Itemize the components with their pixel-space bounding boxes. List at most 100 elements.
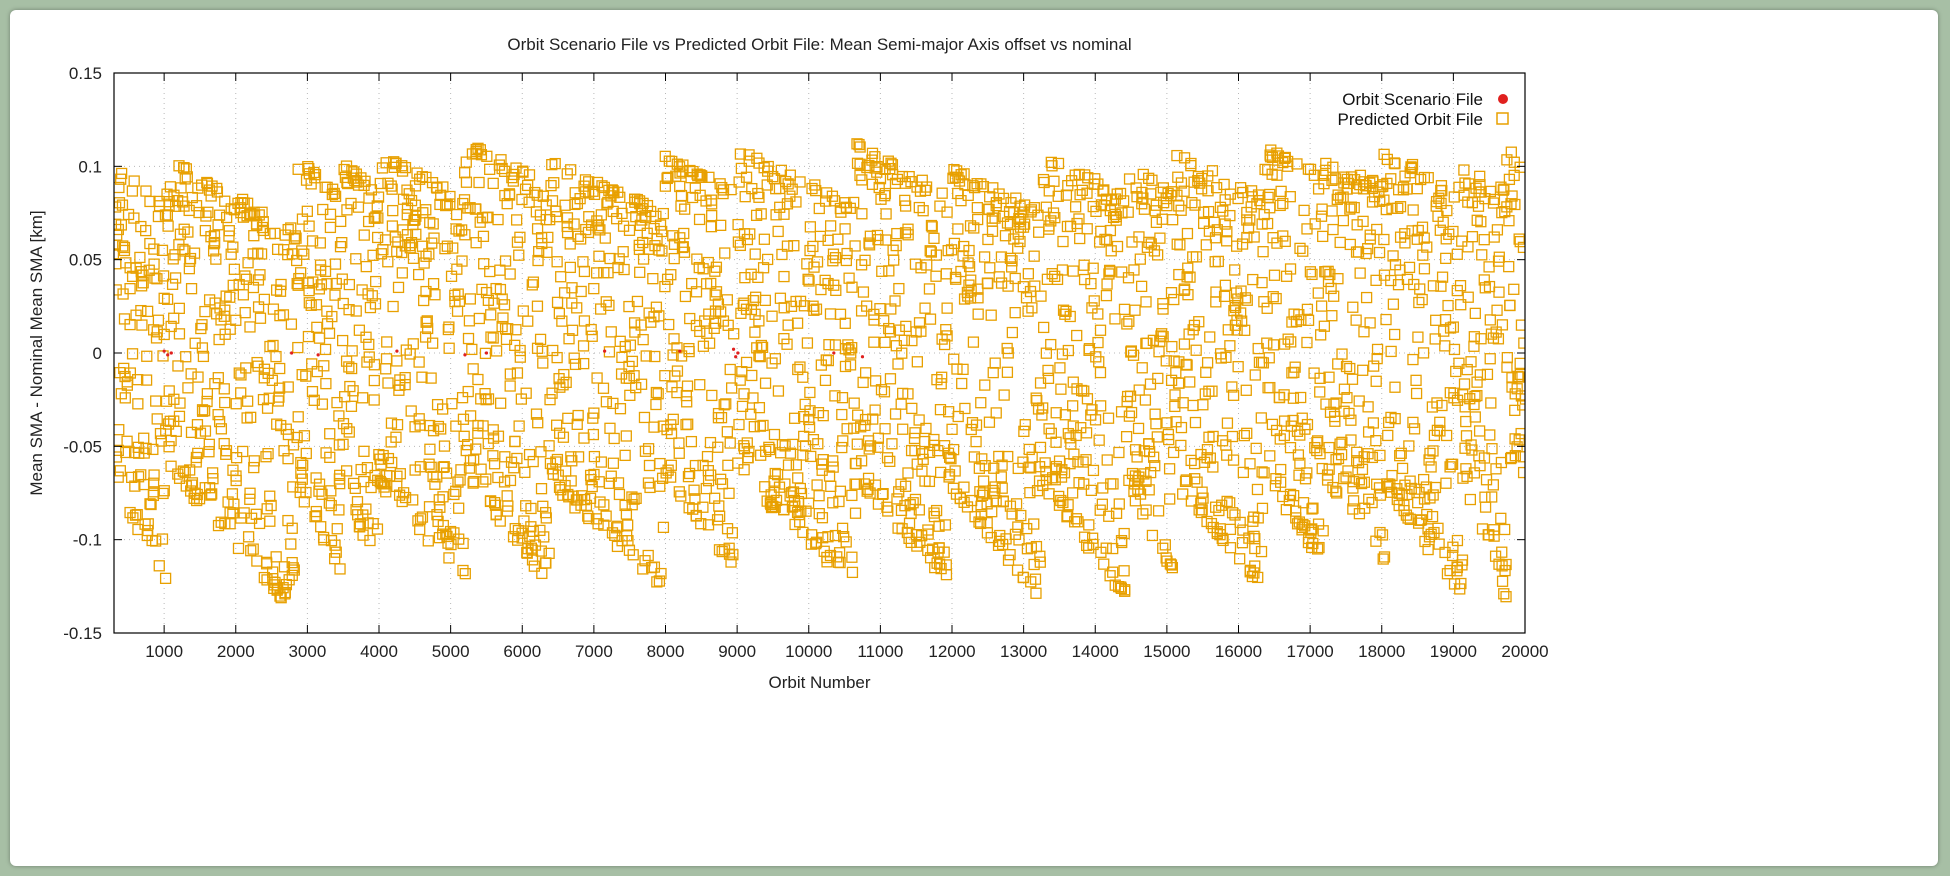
y-tick-label: -0.1 — [73, 531, 102, 550]
predicted-orbit-point — [1053, 490, 1065, 503]
predicted-orbit-point — [695, 518, 707, 530]
predicted-orbit-point — [244, 321, 256, 333]
predicted-orbit-point — [892, 358, 904, 370]
predicted-orbit-point — [1220, 351, 1232, 363]
predicted-orbit-point — [1343, 407, 1355, 420]
predicted-orbit-point — [1267, 339, 1280, 351]
predicted-orbit-point — [1210, 182, 1223, 194]
predicted-orbit-point — [635, 378, 648, 390]
predicted-orbit-point — [848, 397, 860, 409]
predicted-orbit-point — [1266, 418, 1279, 431]
predicted-orbit-point — [237, 289, 249, 301]
predicted-orbit-point — [343, 426, 355, 438]
predicted-orbit-point — [432, 420, 445, 433]
predicted-orbit-point — [598, 266, 610, 279]
predicted-orbit-point — [685, 435, 698, 448]
predicted-orbit-point — [1203, 431, 1215, 443]
predicted-orbit-point — [1221, 495, 1233, 508]
predicted-orbit-point — [270, 551, 282, 563]
predicted-orbit-point — [477, 230, 490, 242]
predicted-orbit-point — [1103, 268, 1115, 280]
predicted-orbit-point — [560, 465, 572, 477]
predicted-orbit-point — [349, 482, 361, 494]
predicted-orbit-point — [363, 338, 375, 351]
predicted-orbit-point — [510, 324, 522, 336]
predicted-orbit-point — [1503, 260, 1515, 273]
predicted-orbit-point — [1087, 262, 1099, 274]
predicted-orbit-point — [728, 328, 740, 340]
predicted-orbit-point — [1469, 307, 1481, 320]
predicted-orbit-point — [241, 210, 253, 222]
predicted-orbit-point — [1251, 198, 1263, 210]
predicted-orbit-point — [1404, 167, 1416, 179]
predicted-orbit-point — [1448, 387, 1460, 399]
predicted-orbit-point — [266, 374, 278, 386]
predicted-orbit-point — [1160, 355, 1172, 367]
predicted-orbit-point — [462, 332, 475, 345]
predicted-orbit-point — [277, 309, 290, 321]
predicted-orbit-point — [1518, 337, 1525, 349]
predicted-orbit-point — [148, 258, 160, 270]
predicted-orbit-point — [985, 531, 997, 544]
predicted-orbit-point — [529, 539, 542, 551]
predicted-orbit-point — [482, 393, 495, 405]
chart-title: Orbit Scenario File vs Predicted Orbit F… — [507, 35, 1131, 54]
predicted-orbit-point — [1199, 388, 1211, 400]
predicted-orbit-point — [661, 172, 673, 185]
predicted-orbit-point — [1501, 351, 1513, 364]
predicted-orbit-point — [1110, 210, 1122, 223]
predicted-orbit-point — [539, 557, 552, 569]
predicted-orbit-point — [296, 473, 308, 485]
predicted-orbit-point — [721, 294, 733, 306]
predicted-orbit-point — [1478, 234, 1490, 246]
predicted-orbit-point — [1191, 476, 1203, 488]
predicted-orbit-point — [563, 333, 575, 345]
predicted-orbit-point — [1389, 328, 1401, 341]
predicted-orbit-point — [141, 350, 153, 362]
predicted-orbit-point — [679, 290, 692, 303]
predicted-orbit-point — [271, 243, 284, 255]
predicted-orbit-point — [427, 218, 439, 230]
predicted-orbit-point — [1425, 528, 1437, 541]
predicted-orbit-point — [1392, 202, 1404, 214]
predicted-orbit-point — [361, 462, 374, 474]
predicted-orbit-point — [1006, 326, 1019, 339]
predicted-orbit-point — [1347, 495, 1360, 507]
predicted-orbit-point — [437, 491, 449, 503]
predicted-orbit-point — [1062, 344, 1074, 357]
predicted-orbit-point — [409, 213, 421, 226]
predicted-orbit-point — [1021, 543, 1034, 555]
predicted-orbit-point — [1371, 223, 1383, 236]
predicted-orbit-point — [986, 225, 999, 237]
predicted-orbit-point — [885, 303, 897, 315]
predicted-orbit-point — [983, 203, 995, 216]
predicted-orbit-point — [1135, 280, 1148, 293]
predicted-orbit-point — [885, 157, 897, 169]
predicted-orbit-point — [1366, 496, 1378, 509]
predicted-orbit-point — [1034, 441, 1047, 454]
predicted-orbit-point — [245, 545, 257, 557]
predicted-orbit-point — [444, 198, 456, 210]
predicted-orbit-point — [678, 227, 690, 240]
predicted-orbit-point — [919, 435, 931, 448]
predicted-orbit-point — [917, 453, 929, 466]
predicted-orbit-point — [451, 305, 464, 317]
predicted-orbit-point — [307, 276, 319, 288]
predicted-orbit-point — [1271, 237, 1283, 249]
predicted-orbit-point — [237, 445, 249, 458]
predicted-orbit-point — [861, 300, 873, 312]
predicted-orbit-point — [603, 477, 616, 489]
predicted-orbit-point — [354, 518, 366, 530]
predicted-orbit-point — [497, 312, 509, 324]
predicted-orbit-point — [1248, 530, 1260, 543]
predicted-orbit-point — [1434, 416, 1446, 428]
predicted-orbit-point — [292, 163, 304, 175]
predicted-orbit-point — [538, 531, 550, 543]
predicted-orbit-point — [1009, 272, 1021, 285]
predicted-orbit-point — [321, 278, 333, 290]
predicted-orbit-point — [1268, 269, 1281, 281]
predicted-orbit-point — [962, 257, 974, 269]
predicted-orbit-point — [1218, 178, 1230, 191]
predicted-orbit-point — [1506, 372, 1518, 384]
predicted-orbit-point — [480, 394, 492, 406]
